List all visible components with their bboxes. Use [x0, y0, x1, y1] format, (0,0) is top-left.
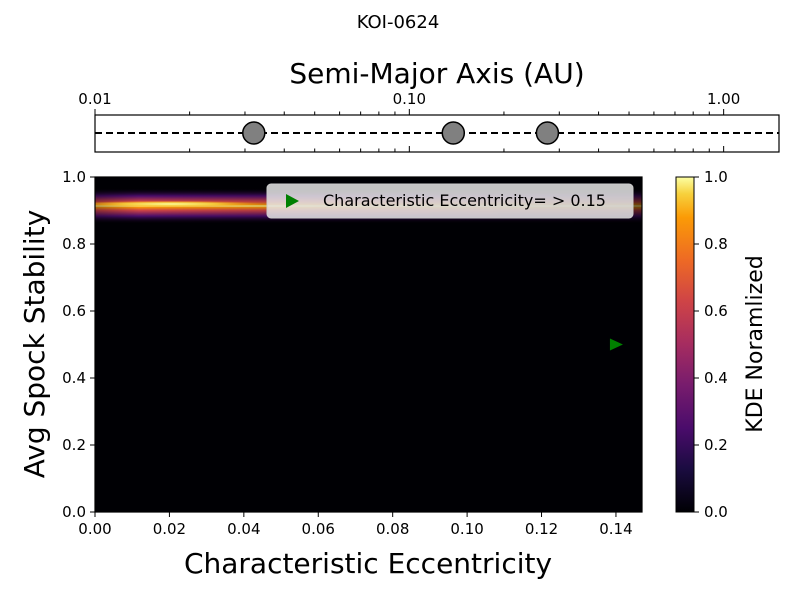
- orbit-xlabel: Semi-Major Axis (AU): [289, 57, 584, 90]
- legend-box: [266, 183, 634, 219]
- x-tick-label: 0.06: [302, 520, 335, 538]
- heatmap-panel: 0.00 0.02 0.04 0.06 0.08 0.10 0.12 0.14 0.00.20…: [18, 168, 643, 580]
- legend: Characteristic Eccentricity= > 0.15: [266, 183, 634, 219]
- planet-marker: [242, 121, 266, 145]
- heatmap-xlabel: Characteristic Eccentricity: [184, 547, 552, 580]
- colorbar-tick-label: 0.0: [704, 503, 728, 521]
- figure-title: KOI-0624: [357, 12, 440, 33]
- colorbar-tick-label: 0.6: [704, 302, 728, 320]
- heatmap-frame: [94, 176, 643, 513]
- orbit-tick-labels: 0.01 0.10 1.00: [78, 90, 740, 108]
- orbit-ticks: [94, 109, 725, 152]
- colorbar-tick-label: 0.2: [704, 436, 728, 454]
- y-tick-label: 0.8: [62, 235, 86, 253]
- colorbar-label: KDE Noramlized: [743, 255, 768, 432]
- heatmap-ylabel: Avg Spock Stability: [18, 210, 51, 479]
- heatmap-background: [95, 177, 642, 512]
- y-tick-label: 0.0: [62, 503, 86, 521]
- x-tick-label: 0.08: [376, 520, 409, 538]
- orbit-planets: [242, 121, 560, 145]
- colorbar-ticks: 0.0 0.2 0.4 0.6 0.8 1.0: [694, 168, 728, 521]
- heatmap-x-ticks: 0.00 0.02 0.04 0.06 0.08 0.10 0.12 0.14: [78, 512, 633, 538]
- orbit-tick-label: 1.00: [707, 90, 740, 108]
- legend-label: Characteristic Eccentricity= > 0.15: [323, 191, 606, 210]
- planet-marker: [441, 121, 466, 145]
- heatmap-y-ticks: 0.0 0.2 0.4 0.6 0.8 1.0: [62, 168, 95, 521]
- x-tick-label: 0.04: [227, 520, 260, 538]
- y-tick-label: 1.0: [62, 168, 86, 186]
- y-tick-label: 0.4: [62, 369, 86, 387]
- colorbar-tick-label: 0.4: [704, 369, 728, 387]
- x-tick-label: 0.14: [599, 520, 632, 538]
- colorbar-tick-label: 1.0: [704, 168, 728, 186]
- orbit-tick-label: 0.01: [78, 90, 111, 108]
- colorbar-tick-label: 0.8: [704, 235, 728, 253]
- x-tick-label: 0.12: [525, 520, 558, 538]
- orbit-tick-label: 0.10: [393, 90, 426, 108]
- x-tick-label: 0.00: [78, 520, 111, 538]
- x-tick-label: 0.10: [450, 520, 483, 538]
- y-tick-label: 0.6: [62, 302, 86, 320]
- legend-marker-icon: [286, 194, 299, 208]
- orbit-panel: Semi-Major Axis (AU) 0.01 0.10 1.00: [78, 57, 780, 153]
- colorbar-gradient: [675, 176, 695, 513]
- y-tick-label: 0.2: [62, 436, 86, 454]
- x-tick-label: 0.02: [153, 520, 186, 538]
- planet-marker: [535, 121, 560, 145]
- colorbar: 0.0 0.2 0.4 0.6 0.8 1.0 KDE Noramlized: [675, 168, 768, 521]
- data-point-marker: [609, 338, 623, 351]
- density-band-hotspot: [95, 200, 265, 208]
